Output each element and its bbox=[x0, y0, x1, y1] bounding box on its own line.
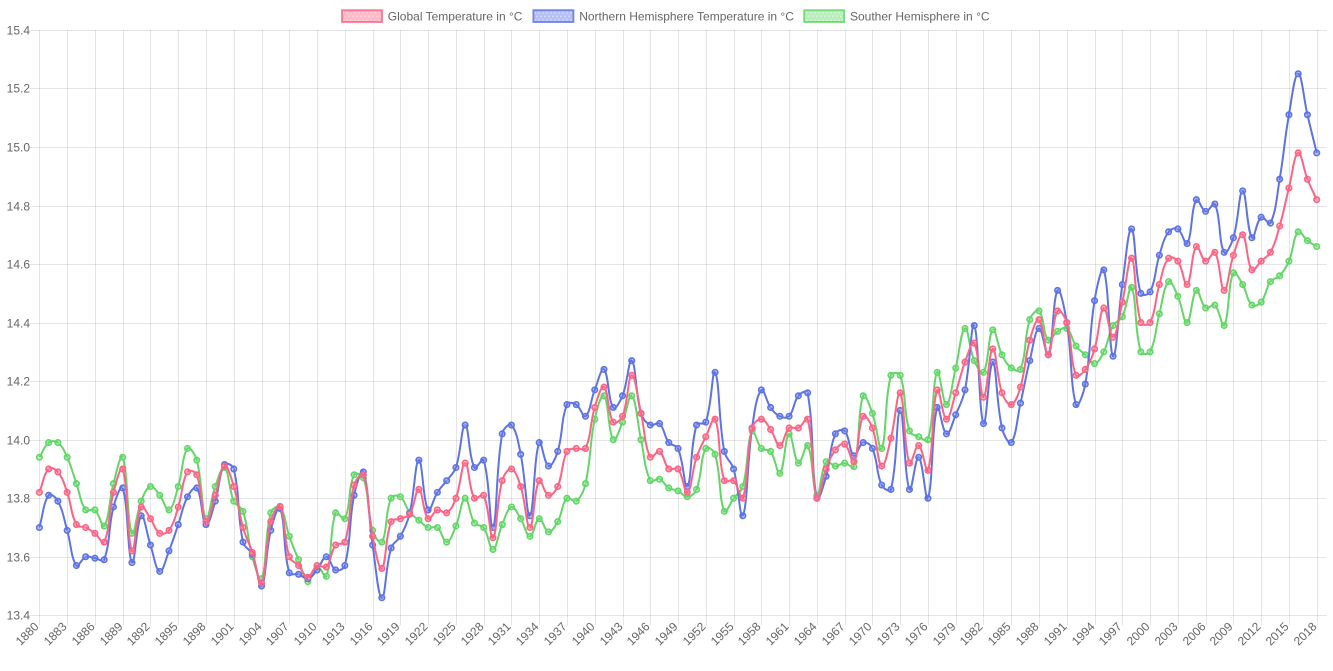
svg-text:15.4: 15.4 bbox=[7, 24, 31, 38]
svg-text:Souther Hemisphere in °C: Souther Hemisphere in °C bbox=[850, 10, 990, 24]
svg-text:Northern Hemisphere Temperatur: Northern Hemisphere Temperature in °C bbox=[579, 10, 794, 24]
svg-text:13.8: 13.8 bbox=[7, 492, 31, 506]
svg-text:14.8: 14.8 bbox=[7, 200, 31, 214]
svg-text:14.4: 14.4 bbox=[7, 317, 31, 331]
svg-text:13.6: 13.6 bbox=[7, 551, 31, 565]
svg-text:15.0: 15.0 bbox=[7, 141, 31, 155]
svg-text:14.0: 14.0 bbox=[7, 434, 31, 448]
svg-text:Global Temperature in °C: Global Temperature in °C bbox=[388, 10, 523, 24]
svg-text:14.2: 14.2 bbox=[7, 375, 31, 389]
svg-text:14.6: 14.6 bbox=[7, 258, 31, 272]
svg-text:13.4: 13.4 bbox=[7, 609, 31, 623]
svg-text:15.2: 15.2 bbox=[7, 82, 31, 96]
